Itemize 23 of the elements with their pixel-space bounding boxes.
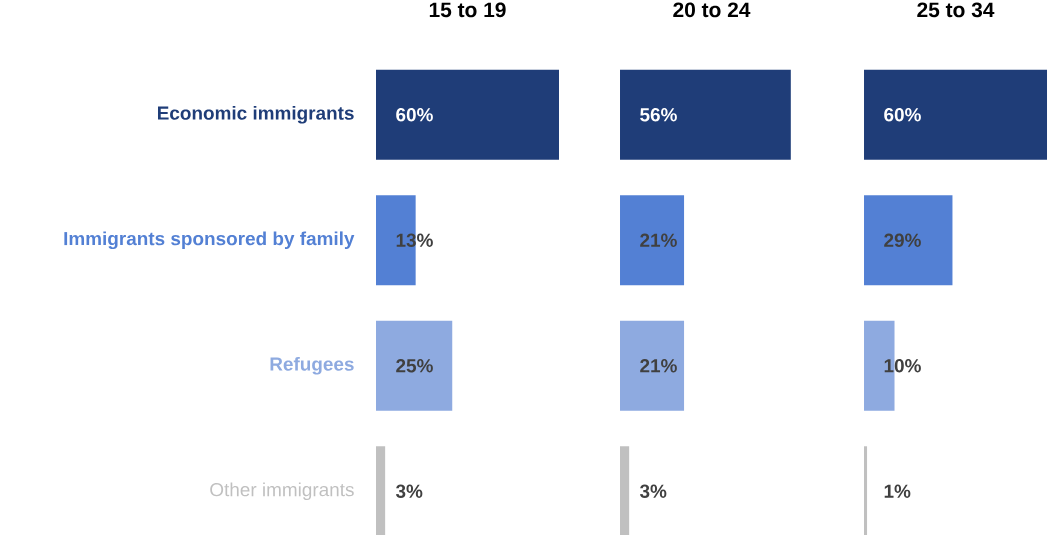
data-label: 21%: [640, 359, 677, 373]
chart-title: 25 to 34: [917, 2, 995, 18]
chart-title: 15 to 19: [429, 2, 506, 18]
data-label: 56%: [640, 108, 677, 122]
y-tick-label: Other immigrants: [210, 482, 354, 501]
bar: [864, 69, 1048, 160]
bar: [376, 69, 559, 160]
data-label: 1%: [884, 484, 911, 498]
bar: [376, 320, 453, 411]
y-tick-label: Immigrants sponsored by family: [64, 231, 355, 250]
data-label: 60%: [884, 108, 921, 122]
data-label: 3%: [395, 484, 423, 498]
data-label: 29%: [884, 233, 921, 247]
data-label: 3%: [639, 484, 667, 498]
data-label: 60%: [396, 108, 433, 122]
chart-title: 20 to 24: [673, 2, 751, 18]
bar: [864, 195, 953, 286]
data-label: 21%: [640, 233, 677, 247]
data-label: 25%: [396, 359, 433, 373]
y-tick-label: Economic immigrants: [158, 105, 354, 124]
bar: [376, 446, 386, 535]
y-tick-label: Refugees: [270, 356, 354, 375]
bar: [864, 446, 868, 535]
